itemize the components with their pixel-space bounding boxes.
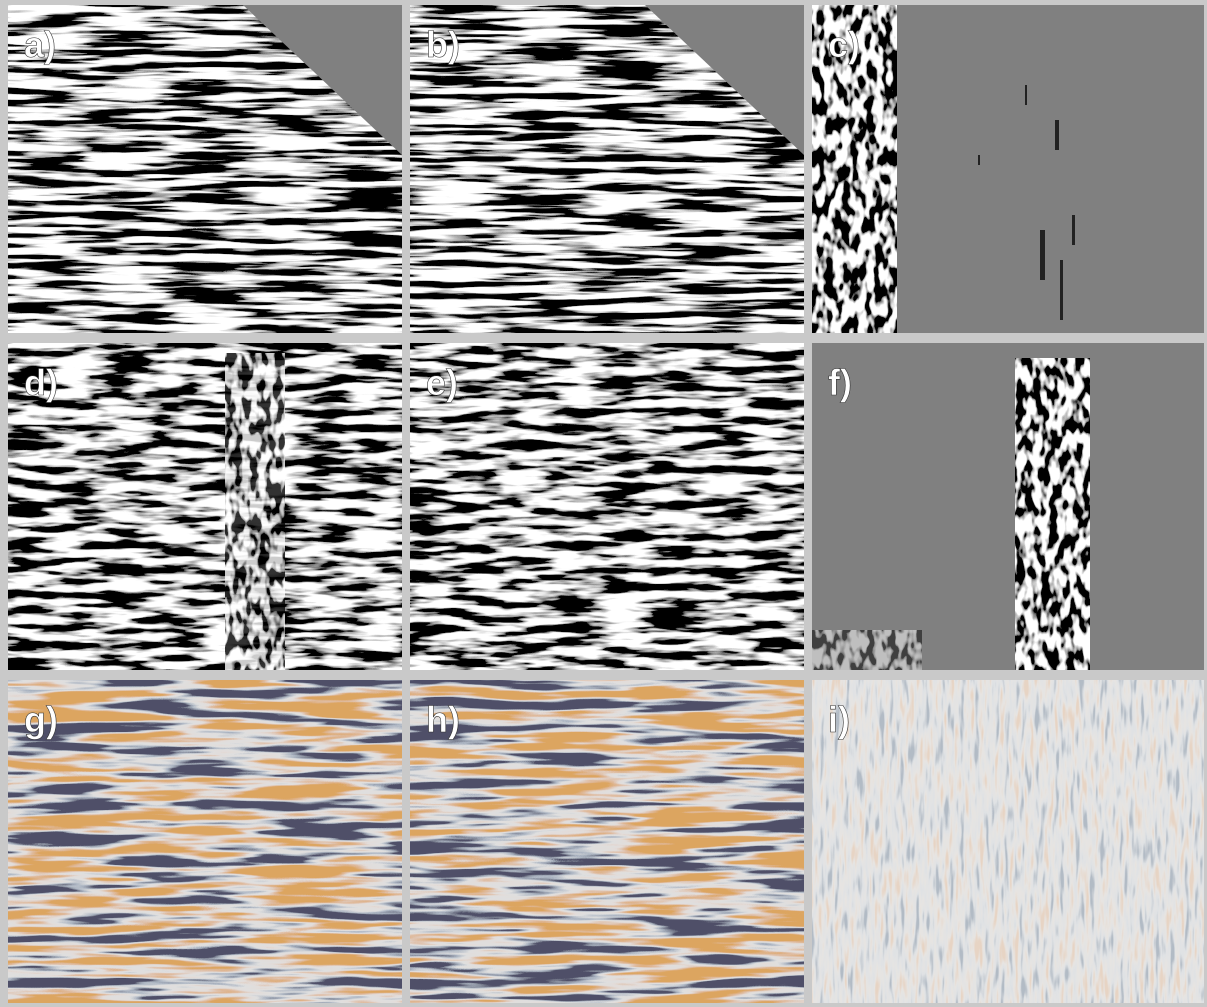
panel: h) [410,680,804,1003]
noise-speck [1060,260,1063,320]
panel-label: f) [828,362,852,403]
seismic-image [812,680,1204,1003]
panel-label: i) [828,699,850,740]
panel-label: a) [24,24,56,65]
panel-label: d) [24,362,58,403]
panel-label: b) [426,24,460,65]
seismic-image [410,680,804,1003]
noise-speck [1055,120,1059,150]
panel: d) [8,343,402,670]
panel-background [812,343,1204,670]
noise-speck [1040,230,1045,280]
panel-label: h) [426,699,460,740]
noise-speck [1025,85,1027,105]
panel: f) [812,343,1204,670]
noise-speck [978,155,980,165]
panel: g) [8,680,402,1003]
panel: b) [410,5,804,333]
noise-speck-area [812,630,922,670]
panel: i) [812,680,1204,1003]
seismic-image [8,680,402,1003]
panel: c) [812,5,1204,333]
panel-grid: a) b) c) d) e) f) g) h) i) [8,5,1204,1003]
panel-label: g) [24,699,58,740]
seismic-image [8,343,402,670]
figure: a) b) c) d) e) f) g) h) i) [0,0,1207,1007]
panel: a) [8,5,402,333]
panel-label: c) [828,24,860,65]
panel-label: e) [426,362,458,403]
noise-speck [1072,215,1075,245]
panel: e) [410,343,804,670]
seismic-image [410,343,804,670]
